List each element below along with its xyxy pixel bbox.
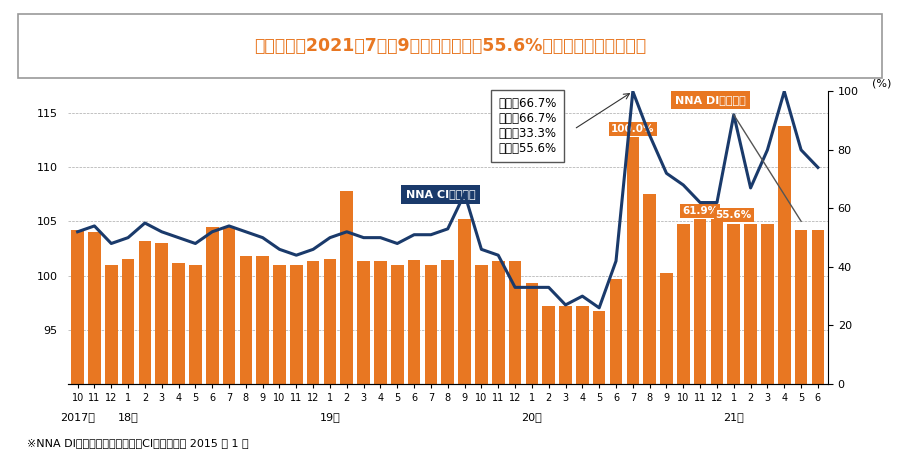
Bar xyxy=(172,263,184,457)
Bar xyxy=(274,265,286,457)
Text: (%): (%) xyxy=(871,79,891,89)
Bar xyxy=(492,261,505,457)
Text: ４月　66.7%
５月　66.7%
６月　33.3%
平均　55.6%: ４月 66.7% ５月 66.7% ６月 33.3% 平均 55.6% xyxy=(499,97,556,155)
Bar xyxy=(593,311,606,457)
Bar xyxy=(408,260,420,457)
Bar xyxy=(644,194,656,457)
Bar xyxy=(357,261,370,457)
Bar xyxy=(475,265,488,457)
Bar xyxy=(324,259,337,457)
Bar xyxy=(290,265,302,457)
Bar xyxy=(711,219,724,457)
Text: ※NNA DI＝３カ月毎の平均値、CIの基準年は 2015 年 1 月: ※NNA DI＝３カ月毎の平均値、CIの基準年は 2015 年 1 月 xyxy=(27,438,248,448)
Bar xyxy=(441,260,454,457)
Bar xyxy=(761,223,774,457)
Bar xyxy=(744,223,757,457)
Bar xyxy=(156,243,168,457)
Bar xyxy=(391,265,403,457)
Bar xyxy=(256,256,269,457)
Text: 61.9%: 61.9% xyxy=(682,206,718,216)
Bar xyxy=(88,232,101,457)
Bar xyxy=(340,191,353,457)
Bar xyxy=(508,261,521,457)
Text: NNA DI（右軸）: NNA DI（右軸） xyxy=(675,95,745,105)
Bar xyxy=(526,283,538,457)
Bar xyxy=(374,261,387,457)
Text: 2017年: 2017年 xyxy=(60,412,95,422)
Bar xyxy=(626,137,639,457)
Bar xyxy=(239,256,252,457)
Bar xyxy=(139,241,151,457)
Bar xyxy=(677,223,689,457)
Text: 20年: 20年 xyxy=(521,412,543,422)
Bar xyxy=(71,230,84,457)
Bar xyxy=(778,126,790,457)
Text: 18年: 18年 xyxy=(118,412,139,422)
Bar xyxy=(727,223,740,457)
Bar xyxy=(222,227,235,457)
Bar xyxy=(425,265,437,457)
FancyBboxPatch shape xyxy=(18,14,882,78)
Bar xyxy=(576,306,589,457)
Bar xyxy=(543,306,555,457)
Bar xyxy=(661,273,673,457)
Text: 100.0%: 100.0% xyxy=(611,124,654,133)
Bar xyxy=(307,261,320,457)
Bar xyxy=(812,230,824,457)
Text: 55.6%: 55.6% xyxy=(716,210,751,220)
Bar xyxy=(694,219,706,457)
Text: ベトナム　2021年7月～9月の景気予測　55.6%　　　🌥　（横ばい）: ベトナム 2021年7月～9月の景気予測 55.6% 🌥 （横ばい） xyxy=(254,37,646,55)
Bar xyxy=(458,219,471,457)
Bar xyxy=(189,265,202,457)
Text: NNA CI（左軸）: NNA CI（左軸） xyxy=(406,189,475,199)
Bar xyxy=(206,227,219,457)
Bar xyxy=(105,265,118,457)
Bar xyxy=(122,259,134,457)
Bar xyxy=(795,230,807,457)
Text: 19年: 19年 xyxy=(320,412,340,422)
Text: 21年: 21年 xyxy=(724,412,744,422)
Bar xyxy=(559,306,572,457)
Bar xyxy=(609,279,622,457)
